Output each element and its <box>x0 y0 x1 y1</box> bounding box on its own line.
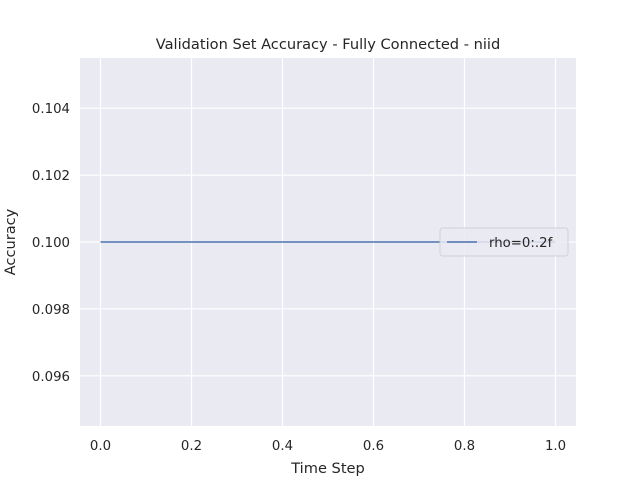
x-tick-label: 0.0 <box>90 439 111 454</box>
legend: rho=0:.2f <box>439 227 569 257</box>
y-tick-label: 0.100 <box>32 236 70 251</box>
y-tick-label: 0.098 <box>32 303 70 318</box>
x-axis-label: Time Step <box>290 460 365 477</box>
x-tick-label: 0.6 <box>363 439 384 454</box>
y-tick-label: 0.102 <box>32 169 70 184</box>
x-tick-label: 0.4 <box>272 439 293 454</box>
legend-label: rho=0:.2f <box>489 236 553 251</box>
legend-box <box>439 227 569 257</box>
y-tick-label: 0.096 <box>32 370 70 385</box>
x-tick-label: 0.8 <box>454 439 475 454</box>
chart-title: Validation Set Accuracy - Fully Connecte… <box>156 36 500 53</box>
x-axis-ticks: 0.0 0.2 0.4 0.6 0.8 1.0 <box>90 439 566 454</box>
x-tick-label: 1.0 <box>545 439 566 454</box>
x-tick-label: 0.2 <box>181 439 202 454</box>
y-axis-ticks: 0.096 0.098 0.100 0.102 0.104 <box>32 102 70 385</box>
y-axis-label: Accuracy <box>2 208 19 275</box>
y-tick-label: 0.104 <box>32 102 70 117</box>
